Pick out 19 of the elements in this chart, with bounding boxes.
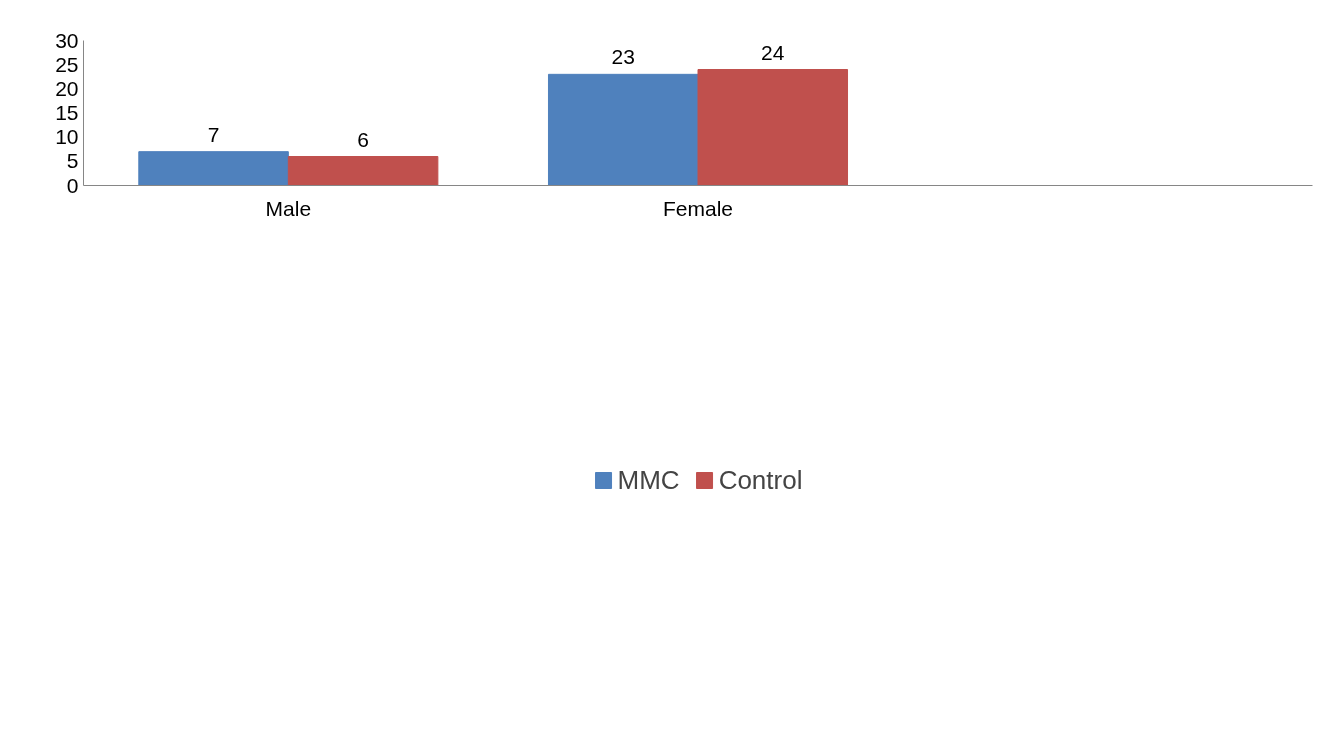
y-tick-label: 20 [55,76,79,100]
y-tick-label: 5 [66,149,79,173]
bar [697,69,849,186]
bar [287,156,439,186]
bar [547,73,699,186]
y-tick-label: 25 [55,52,79,76]
legend-label: MMC [617,464,680,496]
y-tick-label: 10 [55,125,79,149]
y-tick-label: 30 [55,28,79,52]
y-tick-label: 15 [55,101,79,124]
data-label: 6 [357,127,369,151]
x-tick-label: Male [265,196,312,220]
data-label: 7 [207,122,220,146]
x-tick-label: Female [662,196,734,220]
legend-label: Control [718,464,803,496]
data-label: 24 [761,40,785,64]
data-label: 23 [611,45,635,69]
bar [138,151,289,186]
y-tick-label: 0 [66,173,79,197]
